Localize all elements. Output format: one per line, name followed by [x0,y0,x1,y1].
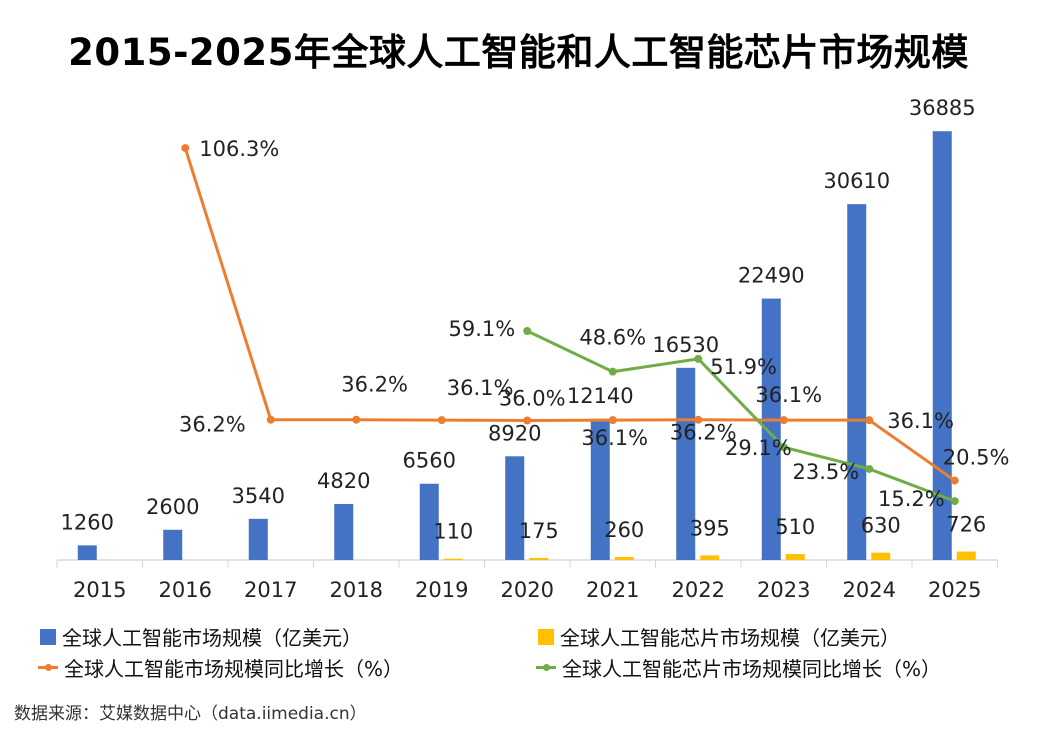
chip-growth-point [950,497,959,506]
x-tick-label: 2019 [415,578,468,602]
legend-label: 全球人工智能市场规模同比增长（%） [64,657,404,681]
ai-growth-label: 36.1% [755,383,822,407]
chip-growth-label: 48.6% [579,326,646,350]
ai-growth-label: 36.1% [447,376,514,400]
ai-market-bar [676,367,696,560]
chip-growth-point [694,354,703,363]
x-tick-label: 2015 [73,578,126,602]
ai-market-bar [163,529,183,560]
chip-market-label: 630 [861,514,901,538]
ai-market-label: 3540 [232,484,285,508]
legend-ai-market: 全球人工智能市场规模（亿美元） [40,622,362,651]
ai-market-label: 2600 [146,495,199,519]
legend-swatch-blue [40,628,56,645]
ai-growth-label: 36.1% [581,426,648,450]
chip-growth-point [523,326,532,335]
ai-growth-point [352,415,361,424]
ai-market-label: 6560 [403,449,456,473]
ai-growth-line [183,147,956,482]
ai-market-label: 8920 [488,421,541,445]
chip-growth-line [526,329,956,503]
ai-growth-point [950,476,959,485]
ai-market-label: 16530 [652,333,719,357]
chip-market-label: 726 [946,513,986,537]
legend-label: 全球人工智能市场规模（亿美元） [62,626,362,650]
x-tick-label: 2021 [586,578,639,602]
chip-market-label: 175 [519,519,559,543]
ai-market-label: 36885 [909,96,976,120]
ai-growth-point [181,144,190,153]
legend-label: 全球人工智能芯片市场规模（亿美元） [560,626,900,650]
ai-growth-point [437,416,446,425]
chip-market-bar [614,556,634,560]
x-tick-label: 2024 [843,578,896,602]
ai-growth-label: 20.5% [943,446,1010,470]
ai-growth-point [608,416,617,425]
ai-growth-label: 36.2% [179,413,246,437]
ai-growth-label: 36.2% [670,421,737,445]
x-tick-label: 2017 [244,578,297,602]
ai-growth-point [779,416,788,425]
chip-growth-point [865,464,874,473]
ai-market-label: 1260 [61,510,114,534]
chip-market-bar [785,554,805,560]
legend-line-orange [38,664,58,671]
legend-chip-market: 全球人工智能芯片市场规模（亿美元） [538,622,900,651]
ai-market-label: 12140 [567,384,634,408]
chip-growth-point [779,443,788,452]
legend-swatch-yellow [538,628,554,645]
ai-growth-label: 36.2% [341,373,408,397]
ai-market-bar [505,456,525,560]
ai-market-bar [761,298,781,560]
chip-market-bar [443,558,463,560]
chip-market-bar [529,557,549,560]
ai-growth-point [865,416,874,425]
ai-growth-point [694,415,703,424]
x-tick-label: 2022 [672,578,725,602]
chip-market-label: 510 [775,515,815,539]
data-source: 数据来源：艾媒数据中心（data.iimedia.cn） [14,704,367,724]
ai-market-label: 30610 [823,169,890,193]
legend-ai-growth: 全球人工智能市场规模同比增长（%） [38,653,403,682]
ai-market-bar [248,518,268,560]
chip-market-label: 110 [433,520,473,544]
chip-growth-label: 59.1% [449,317,516,341]
ai-growth-point [266,415,275,424]
chip-market-bar [700,555,720,560]
x-tick-label: 2023 [757,578,810,602]
legend-label: 全球人工智能芯片市场规模同比增长（%） [562,657,942,681]
x-tick-label: 2018 [330,578,383,602]
x-tick-label: 2025 [928,578,981,602]
ai-market-bar [334,503,354,560]
ai-market-label: 22490 [738,264,805,288]
x-tick-label: 2020 [501,578,554,602]
chip-growth-point [608,367,617,376]
chip-market-label: 260 [604,518,644,542]
chip-growth-label: 15.2% [878,487,945,511]
chart-title: 2015-2025年全球人工智能和人工智能芯片市场规模 [68,31,969,74]
legend-line-green [536,664,556,671]
chip-growth-label: 23.5% [793,460,860,484]
ai-growth-label: 106.3% [199,137,279,161]
ai-market-bar [590,418,610,560]
ai-market-bar [77,545,97,560]
chip-market-bar [871,552,891,560]
x-tick-label: 2016 [159,578,212,602]
chip-growth-label: 29.1% [725,436,792,460]
chip-market-label: 395 [690,516,730,540]
chip-growth-label: 51.9% [710,355,777,379]
chip-market-bar [956,551,976,560]
ai-growth-point [523,416,532,425]
ai-market-label: 4820 [317,469,370,493]
ai-market-bar [419,483,439,560]
legend-chip-growth: 全球人工智能芯片市场规模同比增长（%） [536,653,941,682]
ai-growth-label: 36.0% [499,387,566,411]
ai-market-bar [847,204,867,560]
ai-growth-label: 36.1% [887,409,954,433]
ai-market-bar [932,131,952,561]
